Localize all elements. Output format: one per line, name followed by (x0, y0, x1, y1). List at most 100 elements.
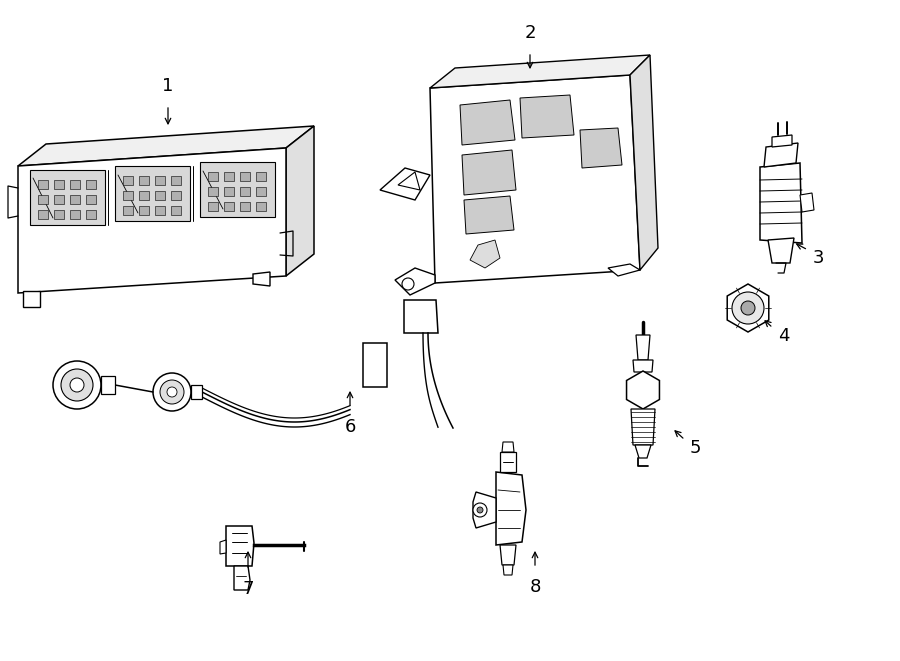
Text: 6: 6 (345, 418, 356, 436)
Text: 7: 7 (242, 580, 254, 598)
Polygon shape (636, 335, 650, 360)
Polygon shape (608, 264, 640, 276)
Polygon shape (171, 191, 181, 200)
Polygon shape (240, 172, 250, 181)
Polygon shape (30, 170, 105, 225)
Polygon shape (18, 126, 314, 166)
Polygon shape (631, 409, 655, 445)
Polygon shape (70, 180, 80, 189)
Circle shape (53, 361, 101, 409)
Polygon shape (633, 360, 653, 372)
Polygon shape (460, 100, 515, 145)
Polygon shape (115, 166, 190, 221)
Polygon shape (208, 187, 218, 196)
Polygon shape (86, 210, 96, 219)
Polygon shape (18, 148, 286, 293)
Polygon shape (155, 206, 165, 215)
Polygon shape (139, 191, 149, 200)
Polygon shape (503, 565, 513, 575)
Polygon shape (224, 202, 234, 211)
Polygon shape (727, 284, 769, 332)
Polygon shape (630, 55, 658, 270)
Polygon shape (54, 195, 64, 204)
Polygon shape (764, 143, 798, 167)
Polygon shape (86, 180, 96, 189)
Polygon shape (500, 545, 516, 565)
Polygon shape (626, 371, 660, 409)
Polygon shape (171, 176, 181, 185)
Circle shape (477, 507, 483, 513)
Polygon shape (398, 172, 420, 190)
Polygon shape (500, 452, 516, 472)
Text: 3: 3 (813, 249, 824, 267)
Polygon shape (256, 187, 266, 196)
Polygon shape (38, 180, 48, 189)
Polygon shape (171, 206, 181, 215)
Polygon shape (473, 492, 496, 528)
Polygon shape (800, 193, 814, 212)
Polygon shape (234, 566, 250, 590)
Polygon shape (70, 210, 80, 219)
Polygon shape (462, 150, 516, 195)
Polygon shape (224, 187, 234, 196)
Polygon shape (520, 95, 574, 138)
Polygon shape (395, 268, 435, 295)
Circle shape (402, 278, 414, 290)
Polygon shape (430, 75, 640, 283)
Polygon shape (772, 135, 792, 147)
Polygon shape (502, 442, 514, 452)
Polygon shape (23, 291, 40, 307)
Circle shape (61, 369, 93, 401)
Polygon shape (635, 445, 651, 458)
Polygon shape (768, 238, 794, 263)
Polygon shape (240, 202, 250, 211)
Circle shape (741, 301, 755, 315)
Polygon shape (139, 206, 149, 215)
Polygon shape (286, 126, 314, 276)
Circle shape (167, 387, 177, 397)
Polygon shape (240, 187, 250, 196)
Circle shape (395, 178, 405, 188)
Circle shape (473, 503, 487, 517)
Polygon shape (123, 206, 133, 215)
Text: 5: 5 (690, 439, 701, 457)
Polygon shape (464, 196, 514, 234)
Polygon shape (470, 240, 500, 268)
Polygon shape (580, 128, 622, 168)
Polygon shape (101, 376, 115, 394)
Polygon shape (256, 202, 266, 211)
Text: 2: 2 (524, 24, 536, 42)
Circle shape (160, 380, 184, 404)
Polygon shape (220, 540, 226, 554)
Circle shape (153, 373, 191, 411)
Polygon shape (86, 195, 96, 204)
Polygon shape (256, 172, 266, 181)
Polygon shape (208, 172, 218, 181)
Polygon shape (363, 343, 387, 387)
Circle shape (732, 292, 764, 324)
Polygon shape (253, 272, 270, 286)
Polygon shape (139, 176, 149, 185)
Text: 4: 4 (778, 327, 789, 345)
Polygon shape (208, 202, 218, 211)
Polygon shape (224, 172, 234, 181)
Polygon shape (38, 210, 48, 219)
Polygon shape (123, 191, 133, 200)
Text: 8: 8 (529, 578, 541, 596)
Polygon shape (123, 176, 133, 185)
Polygon shape (54, 180, 64, 189)
Polygon shape (496, 472, 526, 545)
Polygon shape (155, 176, 165, 185)
Polygon shape (380, 168, 430, 200)
Circle shape (70, 378, 84, 392)
Polygon shape (404, 300, 438, 333)
Polygon shape (760, 163, 802, 243)
Polygon shape (226, 526, 254, 566)
Polygon shape (38, 195, 48, 204)
Polygon shape (70, 195, 80, 204)
Polygon shape (200, 162, 275, 217)
Polygon shape (191, 385, 202, 399)
Polygon shape (430, 55, 650, 88)
Polygon shape (54, 210, 64, 219)
Text: 1: 1 (162, 77, 174, 95)
